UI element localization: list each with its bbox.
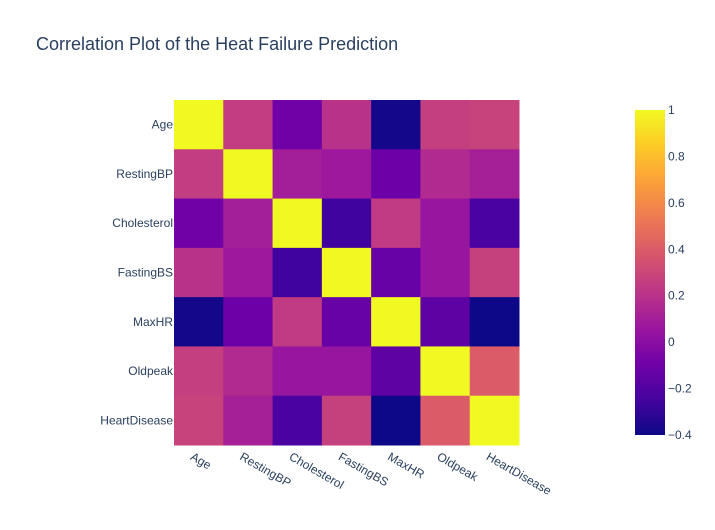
- x-tick-label: Oldpeak: [435, 449, 482, 484]
- heatmap-cell: [371, 149, 421, 200]
- colorbar-tick-label: 0.6: [668, 196, 685, 210]
- heatmap-cell: [272, 100, 323, 150]
- heatmap-cell: [272, 297, 323, 347]
- heatmap-cell: [420, 395, 471, 446]
- heatmap-cell: [469, 149, 520, 200]
- colorbar: 1 0.8 0.6 0.4 0.2 0 −0.2 −0.4: [635, 103, 692, 442]
- x-tick-label: RestingBP: [237, 449, 293, 489]
- heatmap-cell: [371, 247, 421, 298]
- colorbar-tick-label: 0.8: [668, 149, 685, 163]
- heatmap-cell: [371, 100, 421, 150]
- heatmap-cell: [321, 395, 372, 446]
- heatmap-cells: [174, 100, 520, 446]
- x-tick-label: Age: [188, 449, 214, 472]
- y-tick-label: Cholesterol: [112, 216, 173, 230]
- heatmap-cell: [321, 346, 372, 397]
- heatmap-cell: [174, 149, 224, 200]
- heatmap-cell: [371, 297, 421, 347]
- colorbar-tick-label: −0.4: [668, 428, 692, 442]
- heatmap-cell: [469, 100, 520, 150]
- heatmap-cell: [371, 346, 421, 397]
- heatmap-cell: [420, 297, 471, 347]
- heatmap-cell: [223, 198, 274, 249]
- heatmap-cell: [321, 149, 372, 200]
- heatmap-cell: [223, 395, 274, 446]
- heatmap-cell: [321, 198, 372, 249]
- heatmap-cell: [272, 198, 323, 249]
- heatmap-cell: [223, 247, 274, 298]
- heatmap-cell: [223, 149, 274, 200]
- y-tick-label: Age: [152, 118, 174, 132]
- y-tick-label: RestingBP: [116, 167, 173, 181]
- heatmap-cell: [272, 247, 323, 298]
- heatmap-cell: [469, 247, 520, 298]
- heatmap-cell: [420, 247, 471, 298]
- heatmap-cell: [223, 346, 274, 397]
- heatmap-cell: [469, 198, 520, 249]
- chart-title: Correlation Plot of the Heat Failure Pre…: [36, 34, 398, 54]
- heatmap-cell: [321, 247, 372, 298]
- colorbar-tick-label: 0.4: [668, 242, 685, 256]
- heatmap-cell: [272, 395, 323, 446]
- heatmap-cell: [371, 198, 421, 249]
- heatmap-cell: [174, 297, 224, 347]
- heatmap-cell: [469, 297, 520, 347]
- heatmap-cell: [469, 346, 520, 397]
- heatmap-cell: [174, 395, 224, 446]
- heatmap-cell: [272, 346, 323, 397]
- y-axis-tick-labels: Age RestingBP Cholesterol FastingBS MaxHR Old…: [100, 118, 174, 428]
- y-tick-label: HeartDisease: [100, 413, 173, 427]
- colorbar-tick-label: 1: [668, 103, 675, 117]
- x-tick-label: Cholesterol: [287, 449, 347, 491]
- heatmap-cell: [420, 100, 471, 150]
- colorbar-tick-label: 0.2: [668, 289, 685, 303]
- colorbar-tick-label: −0.2: [668, 382, 692, 396]
- x-tick-label: HeartDisease: [484, 449, 554, 498]
- heatmap-cell: [469, 395, 520, 446]
- x-tick-label: MaxHR: [385, 449, 427, 481]
- heatmap-cell: [174, 198, 224, 249]
- y-tick-label: Oldpeak: [128, 364, 174, 378]
- heatmap-cell: [223, 100, 274, 150]
- heatmap-cell: [420, 198, 471, 249]
- colorbar-tick-label: 0: [668, 335, 675, 349]
- heatmap-cell: [174, 346, 224, 397]
- heatmap-cell: [223, 297, 274, 347]
- y-tick-label: FastingBS: [118, 266, 173, 280]
- y-tick-label: MaxHR: [133, 315, 173, 329]
- colorbar-gradient: [635, 110, 665, 435]
- heatmap-cell: [420, 346, 471, 397]
- heatmap-cell: [174, 100, 224, 150]
- heatmap-cell: [174, 247, 224, 298]
- heatmap-cell: [272, 149, 323, 200]
- heatmap-cell: [371, 395, 421, 446]
- heatmap-cell: [321, 100, 372, 150]
- heatmap-cell: [321, 297, 372, 347]
- heatmap-cell: [420, 149, 471, 200]
